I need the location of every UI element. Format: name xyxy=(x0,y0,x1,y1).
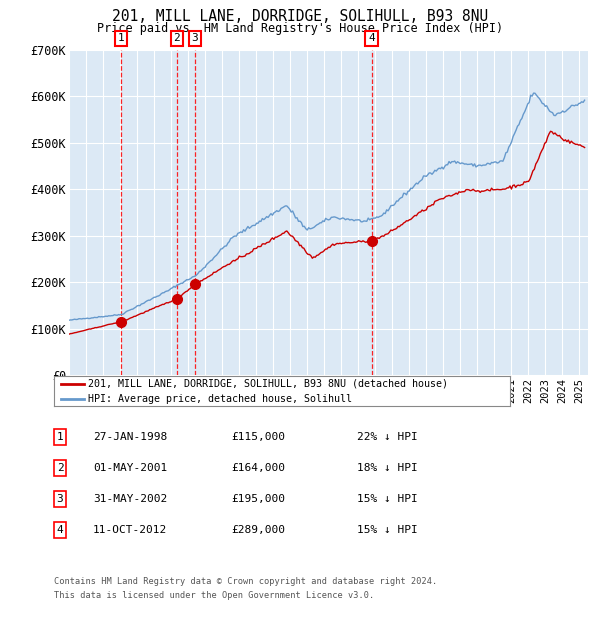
Text: £115,000: £115,000 xyxy=(231,432,285,442)
Text: £289,000: £289,000 xyxy=(231,525,285,535)
Text: 27-JAN-1998: 27-JAN-1998 xyxy=(93,432,167,442)
Text: This data is licensed under the Open Government Licence v3.0.: This data is licensed under the Open Gov… xyxy=(54,590,374,600)
Text: 2: 2 xyxy=(56,463,64,473)
Text: 1: 1 xyxy=(118,33,125,43)
Text: £164,000: £164,000 xyxy=(231,463,285,473)
Text: 2: 2 xyxy=(173,33,180,43)
Text: Price paid vs. HM Land Registry's House Price Index (HPI): Price paid vs. HM Land Registry's House … xyxy=(97,22,503,35)
Text: 4: 4 xyxy=(56,525,64,535)
Text: 18% ↓ HPI: 18% ↓ HPI xyxy=(357,463,418,473)
Text: 01-MAY-2001: 01-MAY-2001 xyxy=(93,463,167,473)
Text: Contains HM Land Registry data © Crown copyright and database right 2024.: Contains HM Land Registry data © Crown c… xyxy=(54,577,437,586)
Text: 11-OCT-2012: 11-OCT-2012 xyxy=(93,525,167,535)
Text: 3: 3 xyxy=(56,494,64,504)
Text: 3: 3 xyxy=(192,33,199,43)
Text: 22% ↓ HPI: 22% ↓ HPI xyxy=(357,432,418,442)
Text: 15% ↓ HPI: 15% ↓ HPI xyxy=(357,494,418,504)
Text: 201, MILL LANE, DORRIDGE, SOLIHULL, B93 8NU: 201, MILL LANE, DORRIDGE, SOLIHULL, B93 … xyxy=(112,9,488,24)
Text: 201, MILL LANE, DORRIDGE, SOLIHULL, B93 8NU (detached house): 201, MILL LANE, DORRIDGE, SOLIHULL, B93 … xyxy=(88,379,448,389)
Text: 15% ↓ HPI: 15% ↓ HPI xyxy=(357,525,418,535)
Text: 31-MAY-2002: 31-MAY-2002 xyxy=(93,494,167,504)
Text: 1: 1 xyxy=(56,432,64,442)
Text: HPI: Average price, detached house, Solihull: HPI: Average price, detached house, Soli… xyxy=(88,394,352,404)
Text: £195,000: £195,000 xyxy=(231,494,285,504)
Text: 4: 4 xyxy=(368,33,375,43)
